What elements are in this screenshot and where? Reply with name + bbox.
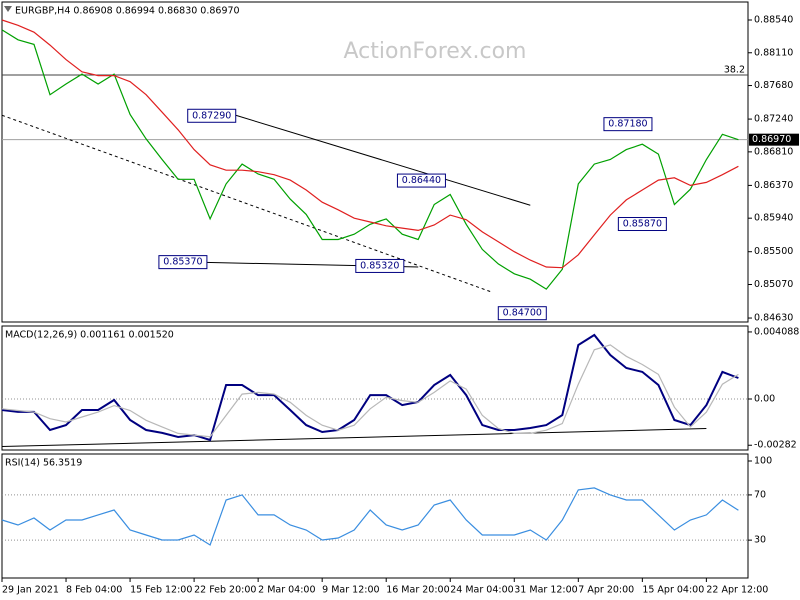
watermark: ActionForex.com [344,39,527,64]
series-line [1,19,739,269]
trendline [1,114,493,293]
annotation-label: 0.85370 [163,257,202,268]
level-label: 38.2 [724,65,745,76]
annotation-box [355,258,405,273]
y-tick-label: 0.00 [754,393,775,404]
annotation-label: 0.87180 [608,119,647,130]
x-tick-label: 16 Mar 20:00 [386,585,449,596]
rsi-panel [1,453,749,579]
panel-title: EURGBP,H4 0.86908 0.86994 0.86830 0.8697… [15,6,240,17]
series-line [1,344,739,438]
series-line [1,487,739,546]
y-tick-label: 0.86370 [754,180,793,191]
macd-panel [1,325,749,451]
x-tick-label: 15 Feb 12:00 [130,585,192,596]
y-tick-label: 0.87680 [754,80,793,91]
y-tick-label: 0.88540 [754,14,793,25]
series-line [1,333,739,442]
price-label-box [749,133,799,146]
x-tick-label: 22 Feb 20:00 [194,585,256,596]
annotation-box [158,255,208,270]
y-tick-label: 0.004088 [754,326,799,337]
y-tick-label: 0.86810 [754,146,793,157]
annotation-label: 0.84700 [503,308,542,319]
annotation-box [617,217,667,232]
y-tick-label: 30 [754,535,766,546]
y-tick-label: 0.85070 [754,279,793,290]
series-line [1,29,739,290]
panel-title: RSI(14) 56.3519 [5,458,82,469]
y-tick-label: 70 [754,489,766,500]
price-label: 0.86970 [752,134,791,145]
annotation-label: 0.85870 [623,219,662,230]
symbol-icon [4,6,12,12]
trendline [1,428,707,448]
y-tick-label: -0.00282 [754,440,797,451]
y-tick-label: 0.85940 [754,213,793,224]
annotation-box [187,108,237,123]
annotation-box [603,117,653,132]
x-tick-label: 29 Jan 2021 [2,585,59,596]
panel-title: MACD(12,26,9) 0.001161 0.001520 [5,330,174,341]
x-tick-label: 24 Mar 04:00 [450,585,513,596]
annotation-box [497,306,547,321]
y-tick-label: 0.87240 [754,114,793,125]
y-tick-label: 0.84630 [754,313,793,324]
annotation-label: 0.85320 [360,260,399,271]
x-tick-label: 15 Apr 04:00 [642,585,704,596]
price-panel [1,1,749,323]
y-tick-label: 0.88110 [754,47,793,58]
x-tick-label: 9 Mar 12:00 [322,585,379,596]
x-tick-label: 22 Apr 12:00 [706,585,768,596]
y-tick-label: 0.85500 [754,246,793,257]
annotation-label: 0.86440 [402,175,441,186]
trendline [235,114,531,206]
annotation-label: 0.87290 [192,110,231,121]
y-tick-label: 100 [754,456,772,467]
x-tick-label: 2 Mar 04:00 [258,585,315,596]
x-tick-label: 7 Apr 20:00 [578,585,634,596]
x-tick-label: 31 Mar 12:00 [514,585,577,596]
x-tick-label: 8 Feb 04:00 [66,585,122,596]
annotation-box [396,173,446,188]
